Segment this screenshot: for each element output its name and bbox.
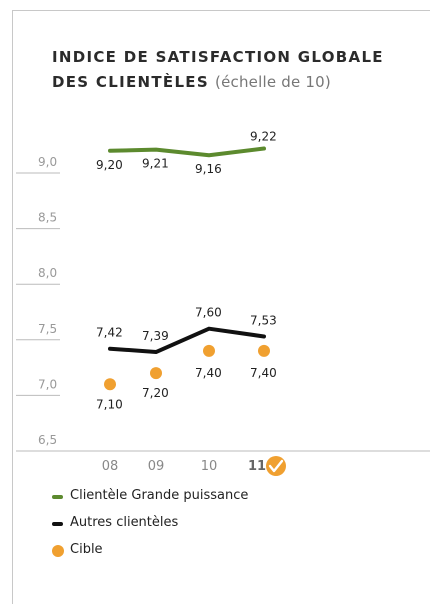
data-point bbox=[104, 378, 116, 391]
data-point bbox=[203, 344, 215, 357]
series-line bbox=[108, 326, 266, 355]
data-label: 9,16 bbox=[195, 162, 222, 176]
check-mark bbox=[268, 459, 284, 473]
frame-left-border bbox=[12, 10, 13, 604]
y-tick-label: 9,0 bbox=[38, 155, 57, 169]
data-label: 9,22 bbox=[250, 130, 277, 144]
legend-label: Autres clientèles bbox=[70, 515, 179, 530]
data-label: 7,60 bbox=[195, 306, 222, 320]
chart-title-main: INDICE DE SATISFACTION GLOBALE DES CLIEN… bbox=[52, 48, 384, 91]
legend-swatch-green bbox=[52, 495, 63, 499]
legend-swatch-black bbox=[52, 522, 63, 526]
data-label: 9,20 bbox=[96, 158, 123, 172]
data-label: 7,53 bbox=[250, 313, 277, 327]
y-tick-label: 8,5 bbox=[38, 211, 57, 225]
x-tick-label: 09 bbox=[148, 459, 165, 474]
y-tick-label: 8,0 bbox=[38, 266, 57, 280]
y-tick-label: 7,5 bbox=[38, 322, 57, 336]
data-point bbox=[258, 344, 270, 357]
x-tick-label: 11 bbox=[248, 459, 266, 474]
chart-title-sub: (échelle de 10) bbox=[215, 73, 331, 91]
legend-label: Cible bbox=[70, 542, 103, 557]
chart-title: INDICE DE SATISFACTION GLOBALE DES CLIEN… bbox=[52, 45, 412, 95]
data-label: 7,10 bbox=[96, 397, 123, 411]
data-label: 7,40 bbox=[250, 366, 277, 380]
data-label: 7,39 bbox=[142, 329, 169, 343]
frame-top-border bbox=[12, 10, 430, 11]
legend-swatch-orange-dot bbox=[52, 545, 64, 557]
x-tick-label: 08 bbox=[102, 459, 119, 474]
y-tick-label: 6,5 bbox=[38, 433, 57, 447]
data-label: 7,40 bbox=[195, 366, 222, 380]
series-line bbox=[108, 146, 266, 158]
data-label: 7,42 bbox=[96, 326, 123, 340]
legend-label: Clientèle Grande puissance bbox=[70, 488, 249, 503]
data-point bbox=[150, 367, 162, 380]
x-tick-label: 10 bbox=[201, 459, 218, 474]
data-label: 9,21 bbox=[142, 157, 169, 171]
data-label: 7,20 bbox=[142, 386, 169, 400]
y-tick-label: 7,0 bbox=[38, 377, 57, 391]
